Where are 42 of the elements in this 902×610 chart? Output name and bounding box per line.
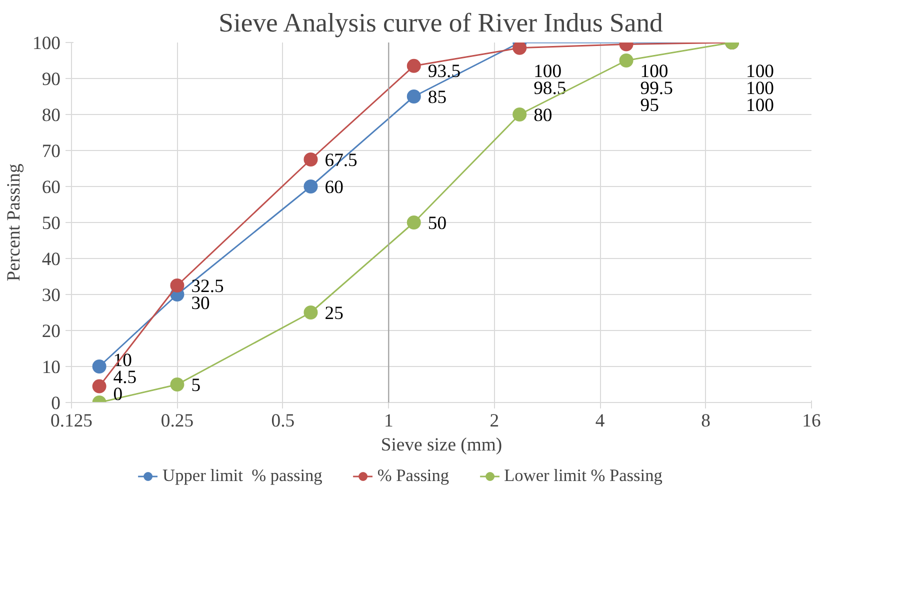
point (304, 306, 318, 320)
y-tick-label: 30 (42, 285, 60, 306)
data-label: 80 (534, 105, 552, 126)
point (406, 90, 421, 104)
y-tick-label: 60 (42, 177, 60, 198)
point (92, 379, 106, 394)
y-tick-label: 20 (42, 321, 60, 342)
y-tick-label: 90 (42, 69, 60, 90)
data-label: 85 (428, 87, 447, 108)
point (619, 54, 634, 68)
legend-label: Upper limit % passing (162, 466, 322, 486)
data-label: 50 (428, 213, 447, 234)
x-tick-label: 2 (490, 410, 500, 432)
point (512, 42, 527, 55)
y-tick-label: 10 (42, 357, 60, 378)
x-tick-label: 8 (701, 410, 710, 432)
y-tick-label: 80 (42, 105, 60, 126)
data-label: 5 (191, 375, 201, 396)
x-tick-label: 4 (595, 410, 606, 432)
point (304, 152, 318, 166)
point (512, 108, 527, 122)
x-tick-label: 1 (384, 410, 394, 432)
data-label: 93.5 (428, 61, 461, 82)
y-tick-label: 100 (32, 33, 60, 54)
point (406, 58, 421, 73)
x-tick-label: 0.5 (271, 410, 295, 432)
legend-label: Lower limit % Passing (504, 466, 662, 486)
point (304, 180, 318, 194)
x-tick-label: 16 (802, 410, 821, 432)
data-label: 4.5 (113, 367, 137, 388)
legend-label: % Passing (377, 466, 450, 486)
x-axis-title: Sieve size (mm) (380, 434, 502, 456)
x-tick-label: 0.25 (160, 410, 194, 432)
point (92, 360, 106, 374)
y-axis-title: Percent Passing (4, 164, 25, 282)
data-label: 25 (324, 303, 344, 324)
point (406, 216, 421, 230)
y-tick-label: 40 (42, 249, 60, 270)
chart-title: Sieve Analysis curve of River Indus Sand (218, 8, 663, 38)
y-tick-label: 50 (42, 213, 60, 234)
y-tick-label: 70 (42, 141, 60, 162)
data-label: 60 (324, 177, 344, 198)
